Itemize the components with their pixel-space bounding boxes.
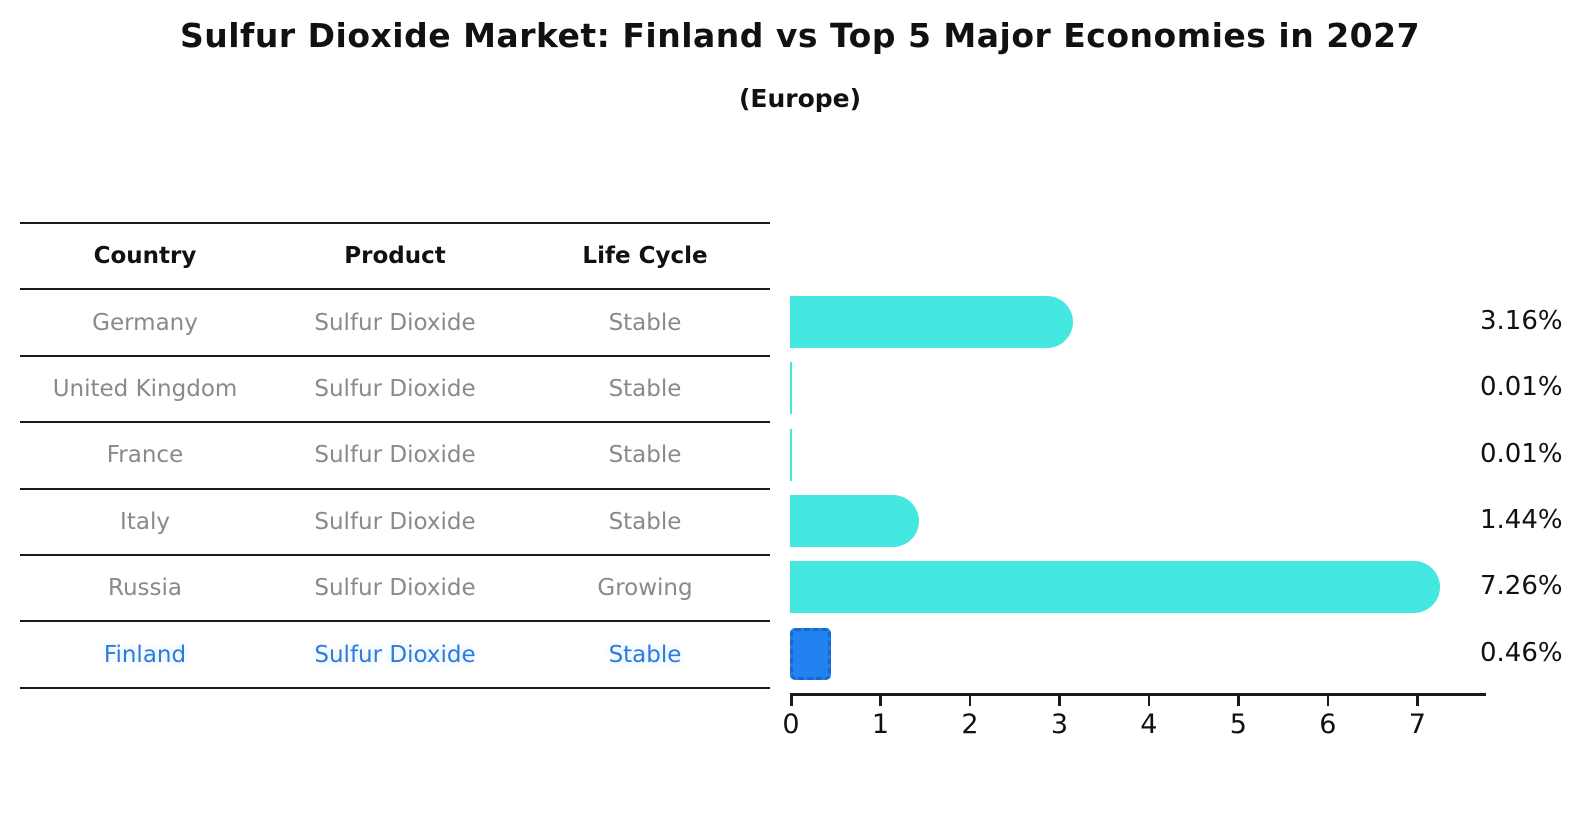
cell-country: Italy bbox=[120, 508, 170, 535]
x-tick-mark bbox=[968, 696, 972, 706]
table-row: France Sulfur Dioxide Stable bbox=[20, 423, 770, 490]
bar-italy bbox=[790, 495, 919, 548]
x-tick-label: 6 bbox=[1319, 709, 1337, 740]
cell-product: Sulfur Dioxide bbox=[314, 375, 476, 402]
cell-product: Sulfur Dioxide bbox=[314, 575, 476, 602]
x-tick-mark bbox=[1416, 696, 1419, 706]
bar-russia bbox=[790, 561, 1440, 614]
cell-life-cycle: Stable bbox=[608, 442, 682, 469]
x-tick-label: 1 bbox=[871, 709, 890, 740]
bar-france bbox=[790, 428, 792, 481]
value-label: 0.46% bbox=[1480, 637, 1563, 668]
table-row: Russia Sulfur Dioxide Growing bbox=[20, 556, 770, 623]
cell-life-cycle: Stable bbox=[608, 375, 682, 402]
x-axis-line bbox=[790, 693, 1486, 696]
column-header-country: Country bbox=[93, 243, 197, 270]
cell-product: Sulfur Dioxide bbox=[314, 508, 476, 535]
country-table: Country Product Life Cycle Germany Sulfur… bbox=[20, 222, 770, 689]
cell-country: Finland bbox=[103, 641, 187, 668]
chart-title: Sulfur Dioxide Market: Finland vs Top 5 … bbox=[179, 16, 1421, 55]
x-tick-mark bbox=[1058, 696, 1061, 706]
x-tick-label: 3 bbox=[1050, 709, 1068, 740]
bar-finland bbox=[790, 627, 832, 680]
table-row: Finland Sulfur Dioxide Stable bbox=[20, 622, 770, 689]
x-tick-label: 5 bbox=[1229, 709, 1247, 740]
cell-life-cycle: Stable bbox=[608, 309, 682, 336]
column-header-life-cycle: Life Cycle bbox=[582, 243, 708, 270]
column-header-product: Product bbox=[344, 243, 446, 270]
cell-product: Sulfur Dioxide bbox=[314, 442, 476, 469]
x-tick-mark bbox=[1326, 696, 1330, 706]
x-tick-label: 2 bbox=[961, 709, 979, 740]
chart-subtitle: (Europe) bbox=[738, 84, 862, 113]
cell-product: Sulfur Dioxide bbox=[314, 309, 476, 336]
value-label: 1.44% bbox=[1480, 505, 1563, 536]
x-tick-mark bbox=[1237, 696, 1240, 706]
value-label: 0.01% bbox=[1480, 438, 1563, 469]
x-tick-label: 0 bbox=[782, 709, 800, 740]
table-row: Italy Sulfur Dioxide Stable bbox=[20, 490, 770, 556]
cell-country: United Kingdom bbox=[52, 375, 238, 402]
cell-life-cycle: Growing bbox=[597, 575, 693, 602]
cell-country: France bbox=[106, 442, 184, 469]
cell-country: Russia bbox=[108, 575, 182, 602]
bar-germany bbox=[790, 296, 1073, 349]
value-label: 3.16% bbox=[1480, 306, 1563, 337]
x-tick-mark bbox=[879, 696, 882, 706]
bar-united-kingdom bbox=[790, 362, 792, 415]
table-header-row: Country Product Life Cycle bbox=[20, 224, 770, 291]
table-body: Germany Sulfur Dioxide Stable United Kingdo… bbox=[20, 290, 770, 689]
value-label: 7.26% bbox=[1480, 571, 1563, 602]
table-row: Germany Sulfur Dioxide Stable bbox=[20, 290, 770, 357]
cell-life-cycle: Stable bbox=[608, 641, 682, 668]
cell-life-cycle: Stable bbox=[608, 508, 682, 535]
table-row: United Kingdom Sulfur Dioxide Stable bbox=[20, 357, 770, 424]
cell-product: Sulfur Dioxide bbox=[314, 641, 476, 668]
x-tick-label: 7 bbox=[1408, 709, 1426, 740]
x-tick-mark bbox=[790, 696, 793, 706]
value-label: 0.01% bbox=[1480, 372, 1563, 403]
x-tick-label: 4 bbox=[1140, 709, 1158, 740]
x-tick-mark bbox=[1147, 696, 1151, 706]
cell-country: Germany bbox=[92, 309, 198, 336]
bar-chart: 3.16% 0.01% 0.01% 1.44% 7.26% 0.46% 0 1 2 3 4 5 6 7 bbox=[782, 289, 1586, 759]
